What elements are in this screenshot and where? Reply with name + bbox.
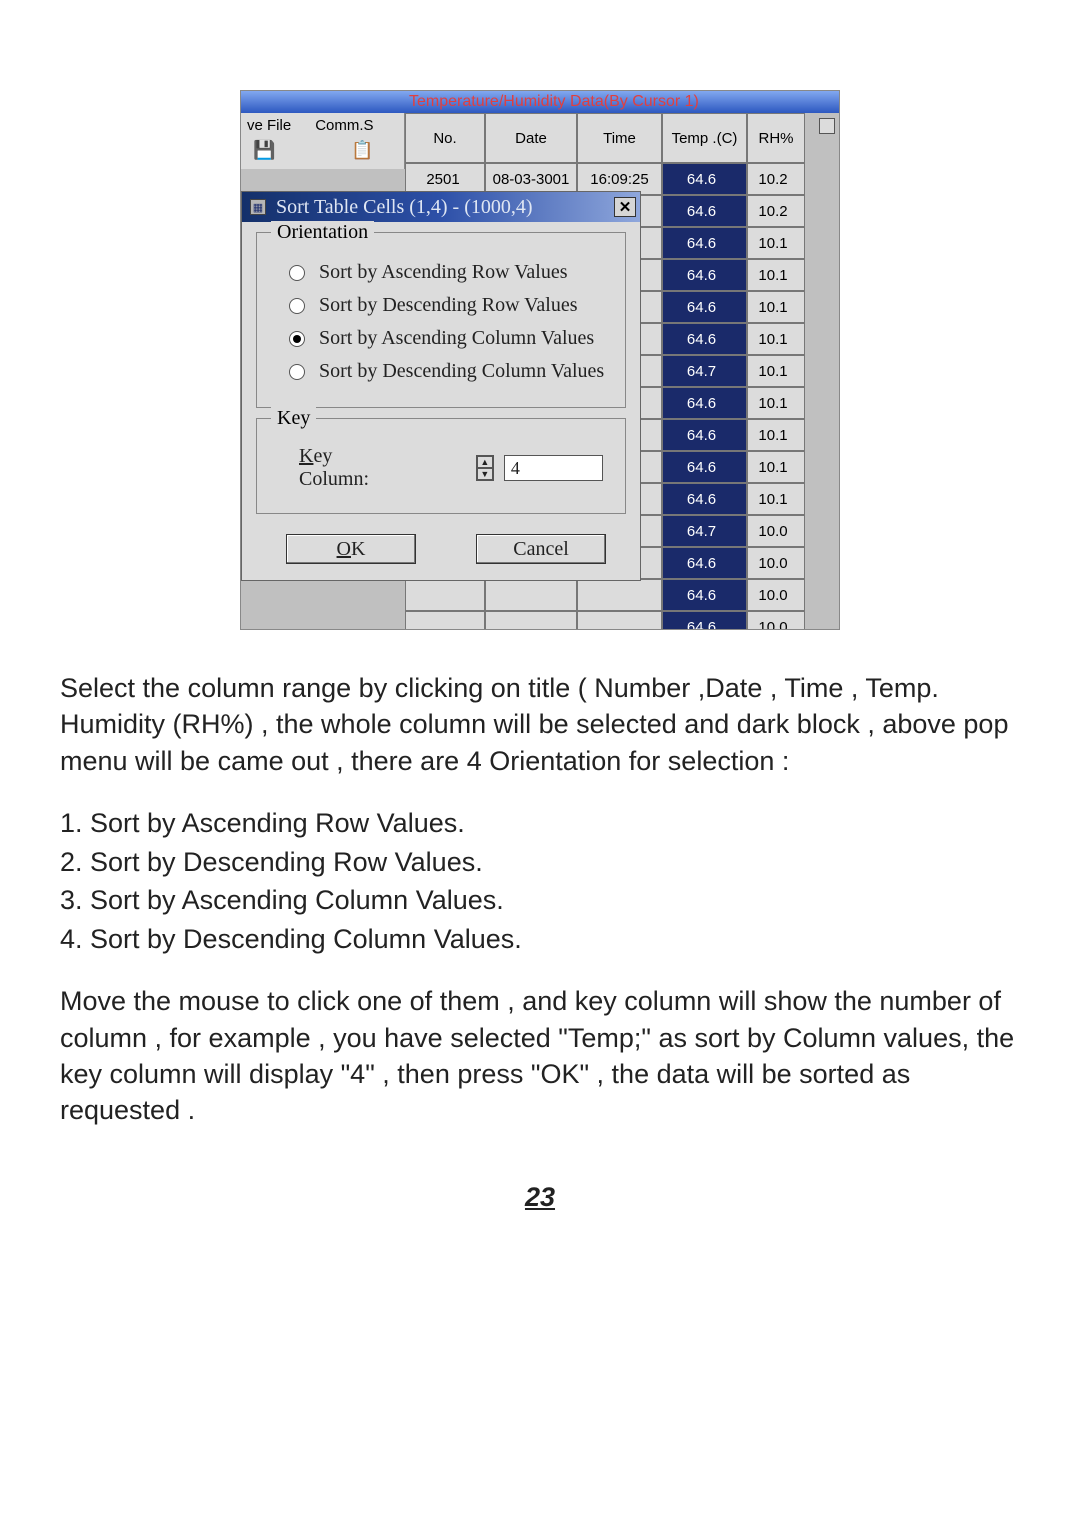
cell-temp: 64.7 (662, 355, 747, 387)
cell-rh: 10.1 (747, 291, 805, 323)
cell-no (405, 611, 485, 630)
close-icon[interactable]: ✕ (614, 197, 636, 217)
cell-temp: 64.6 (662, 611, 747, 630)
ok-button[interactable]: OK (286, 534, 416, 564)
cell-rh: 10.1 (747, 227, 805, 259)
spinner-up-icon[interactable]: ▲ (477, 456, 493, 468)
sort-option-2[interactable]: Sort by Ascending Column Values (289, 327, 613, 350)
cell-time (577, 611, 662, 630)
page-number: 23 (60, 1179, 1020, 1215)
cell-rh: 10.2 (747, 163, 805, 195)
list-item: 1. Sort by Ascending Row Values. (60, 805, 1020, 841)
save-icon[interactable]: 💾 (253, 140, 275, 161)
cell-rh: 10.0 (747, 515, 805, 547)
cell-temp: 64.6 (662, 451, 747, 483)
cancel-button[interactable]: Cancel (476, 534, 606, 564)
cell-temp: 64.6 (662, 163, 747, 195)
cell-date (485, 579, 577, 611)
cell-time (577, 579, 662, 611)
radio-icon[interactable] (289, 364, 305, 380)
sort-option-1[interactable]: Sort by Descending Row Values (289, 294, 613, 317)
paragraph-1: Select the column range by clicking on t… (60, 670, 1020, 779)
col-header-time[interactable]: Time (577, 113, 662, 163)
orientation-list: 1. Sort by Ascending Row Values. 2. Sort… (60, 805, 1020, 957)
cell-rh: 10.0 (747, 547, 805, 579)
cell-rh: 10.1 (747, 451, 805, 483)
key-column-field[interactable]: 4 (504, 455, 603, 481)
cell-temp: 64.6 (662, 419, 747, 451)
orientation-legend: Orientation (271, 221, 374, 244)
cell-rh: 10.2 (747, 195, 805, 227)
key-column-label: Key Column: (299, 445, 396, 491)
cell-temp: 64.6 (662, 387, 747, 419)
sort-option-label: Sort by Ascending Row Values (319, 261, 568, 284)
copy-icon[interactable]: 📋 (351, 140, 373, 161)
cell-temp: 64.6 (662, 483, 747, 515)
sort-dialog-title: Sort Table Cells (1,4) - (1000,4) (276, 196, 604, 219)
cell-rh: 10.0 (747, 611, 805, 630)
document-page: Temperature/Humidity Data(By Cursor 1) v… (0, 0, 1080, 1275)
key-legend: Key (271, 407, 316, 430)
cell-rh: 10.0 (747, 579, 805, 611)
orientation-group: Orientation Sort by Ascending Row Values… (256, 232, 626, 408)
cell-temp: 64.6 (662, 323, 747, 355)
radio-icon[interactable] (289, 298, 305, 314)
sort-dialog-sysmenu-icon[interactable]: ▦ (250, 199, 266, 215)
cell-no (405, 579, 485, 611)
menu-file[interactable]: ve File (247, 117, 291, 134)
cell-temp: 64.6 (662, 195, 747, 227)
app-screenshot: Temperature/Humidity Data(By Cursor 1) v… (240, 90, 840, 630)
key-column-spinner[interactable]: ▲ ▼ (476, 455, 494, 481)
col-header-temp[interactable]: Temp .(C) (662, 113, 747, 163)
col-header-no[interactable]: No. (405, 113, 485, 163)
key-group: Key Key Column: ▲ ▼ 4 (256, 418, 626, 514)
sort-option-3[interactable]: Sort by Descending Column Values (289, 360, 613, 383)
sort-dialog: ▦ Sort Table Cells (1,4) - (1000,4) ✕ Or… (241, 191, 641, 581)
cell-temp: 64.6 (662, 291, 747, 323)
table-row[interactable]: 64.610.0 (405, 579, 839, 611)
col-header-rh[interactable]: RH% (747, 113, 805, 163)
cell-rh: 10.1 (747, 259, 805, 291)
menu-comm[interactable]: Comm.S (315, 117, 373, 134)
list-item: 2. Sort by Descending Row Values. (60, 844, 1020, 880)
sort-option-label: Sort by Ascending Column Values (319, 327, 594, 350)
sort-option-label: Sort by Descending Row Values (319, 294, 578, 317)
cell-temp: 64.6 (662, 227, 747, 259)
table-header-row[interactable]: No. Date Time Temp .(C) RH% (405, 113, 839, 163)
spinner-down-icon[interactable]: ▼ (477, 468, 493, 480)
cell-date (485, 611, 577, 630)
sort-dialog-titlebar[interactable]: ▦ Sort Table Cells (1,4) - (1000,4) ✕ (242, 192, 640, 222)
cell-rh: 10.1 (747, 387, 805, 419)
menubar: ve File Comm.S 💾 📋 (241, 113, 405, 169)
data-panel-title: Temperature/Humidity Data(By Cursor 1) (409, 93, 699, 111)
cell-rh: 10.1 (747, 419, 805, 451)
col-header-date[interactable]: Date (485, 113, 577, 163)
table-row[interactable]: 64.610.0 (405, 611, 839, 630)
list-item: 3. Sort by Ascending Column Values. (60, 882, 1020, 918)
cell-rh: 10.1 (747, 483, 805, 515)
radio-icon[interactable] (289, 265, 305, 281)
list-item: 4. Sort by Descending Column Values. (60, 921, 1020, 957)
cell-temp: 64.6 (662, 259, 747, 291)
paragraph-2: Move the mouse to click one of them , an… (60, 983, 1020, 1129)
sort-option-label: Sort by Descending Column Values (319, 360, 604, 383)
cell-temp: 64.6 (662, 547, 747, 579)
cell-rh: 10.1 (747, 323, 805, 355)
cell-rh: 10.1 (747, 355, 805, 387)
radio-icon[interactable] (289, 331, 305, 347)
cell-temp: 64.6 (662, 579, 747, 611)
sort-option-0[interactable]: Sort by Ascending Row Values (289, 261, 613, 284)
document-body: Select the column range by clicking on t… (60, 670, 1020, 1215)
cell-temp: 64.7 (662, 515, 747, 547)
